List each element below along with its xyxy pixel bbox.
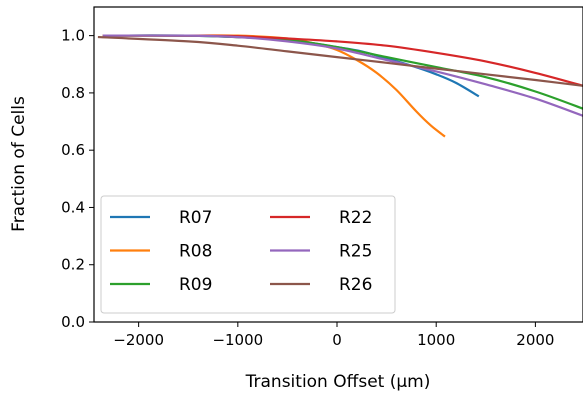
series-layer xyxy=(97,34,583,138)
series-line-r09 xyxy=(102,34,583,110)
x-tick-label: 2000 xyxy=(516,331,554,349)
series-line-r07 xyxy=(107,34,480,98)
x-tick-label: −1000 xyxy=(212,331,263,349)
y-tick-label: 1.0 xyxy=(61,27,85,45)
legend-box xyxy=(100,195,396,314)
x-tick-label: 0 xyxy=(332,331,342,349)
y-axis: 0.0 0.2 0.4 0.6 0.8 1.0 xyxy=(61,27,94,331)
legend-label-r26: R26 xyxy=(339,275,372,295)
legend-label-r25: R25 xyxy=(339,242,372,262)
y-tick-label: 0.0 xyxy=(61,313,85,331)
x-axis: −2000 −1000 0 1000 2000 xyxy=(113,322,554,349)
y-axis-label: Fraction of Cells xyxy=(9,96,29,232)
y-tick-label: 0.6 xyxy=(61,141,85,159)
legend: R07 R08 R09 R22 R25 R26 xyxy=(100,195,396,314)
series-line-r26 xyxy=(97,35,583,87)
plot-frame xyxy=(93,6,583,323)
legend-label-r22: R22 xyxy=(339,208,372,228)
legend-label-r09: R09 xyxy=(179,275,212,295)
x-tick-label: 1000 xyxy=(417,331,455,349)
x-axis-label: Transition Offset (μm) xyxy=(245,372,431,392)
x-tick-label: −2000 xyxy=(113,331,164,349)
series-line-r25 xyxy=(102,34,583,117)
y-tick-label: 0.8 xyxy=(61,84,85,102)
y-tick-label: 0.4 xyxy=(61,198,85,216)
legend-label-r07: R07 xyxy=(179,208,212,228)
legend-label-r08: R08 xyxy=(179,242,212,262)
y-tick-label: 0.2 xyxy=(61,256,85,274)
